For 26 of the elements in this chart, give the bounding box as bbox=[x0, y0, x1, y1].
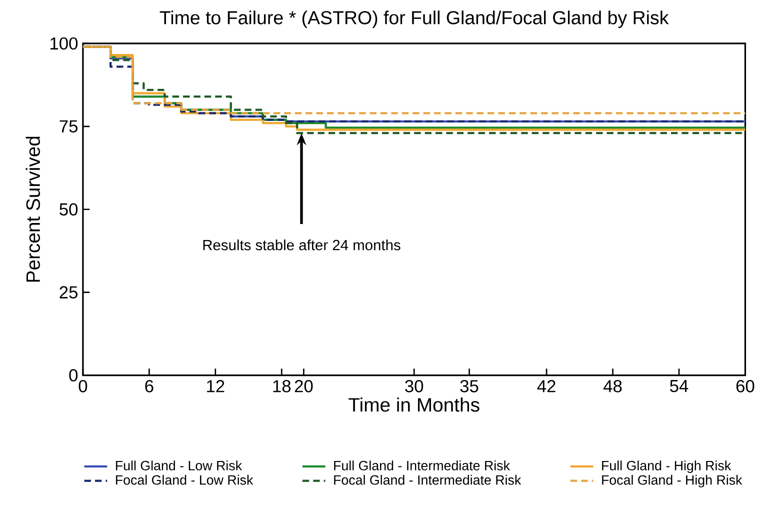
y-tick-label: 0 bbox=[69, 369, 78, 382]
x-tick-label: 42 bbox=[537, 380, 556, 392]
y-tick-label: 25 bbox=[60, 286, 78, 298]
x-tick-label: 35 bbox=[460, 380, 478, 392]
annotation: Results stable after 24 months bbox=[203, 239, 400, 250]
x-tick-label: 18 bbox=[273, 380, 291, 392]
x-tick-label: 54 bbox=[670, 380, 688, 392]
y-tick-label: 100 bbox=[50, 37, 78, 50]
x-tick-label: 0 bbox=[78, 380, 88, 392]
x-tick-label: 6 bbox=[145, 380, 154, 392]
x-tick-label: 12 bbox=[207, 380, 224, 392]
y-axis-title: Percent Survived bbox=[26, 136, 40, 282]
chart-title: Time to Failure * (ASTRO) for Full Gland/Focal Gland by Risk bbox=[160, 10, 669, 28]
legend-label: Focal Gland - Intermediate Risk bbox=[334, 474, 522, 485]
legend-label: Full Gland - Intermediate Risk bbox=[334, 460, 510, 470]
x-axis-title: Time in Months bbox=[348, 397, 480, 412]
legend-label: Full Gland - High Risk bbox=[602, 460, 732, 473]
y-tick-label: 75 bbox=[60, 120, 78, 132]
legend-label: Focal Gland - High Risk bbox=[602, 474, 742, 488]
legend-label: Focal Gland - Low Risk bbox=[116, 474, 254, 485]
x-tick-label: 60 bbox=[736, 380, 754, 392]
x-tick-label: 20 bbox=[294, 380, 313, 392]
legend-label: Full Gland - Low Risk bbox=[116, 460, 242, 470]
x-tick-label: 48 bbox=[604, 380, 622, 392]
y-tick-label: 50 bbox=[60, 203, 78, 216]
x-tick-label: 30 bbox=[405, 380, 424, 392]
